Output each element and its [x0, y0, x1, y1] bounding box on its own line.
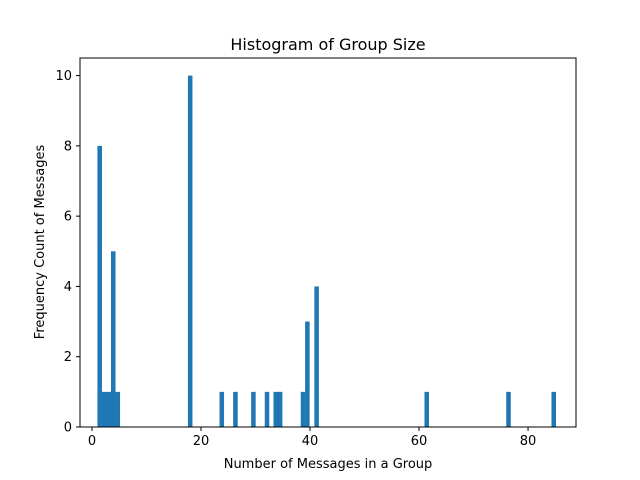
y-tick-label: 10: [55, 69, 72, 84]
x-tick-label: 0: [88, 434, 96, 449]
histogram-bar: [233, 391, 238, 427]
chart-title: Histogram of Group Size: [230, 35, 425, 54]
y-tick-label: 6: [64, 210, 72, 225]
y-axis-label: Frequency Count of Messages: [33, 145, 48, 340]
histogram-bar: [264, 391, 270, 427]
x-axis-ticks: 0 20 40 60 80: [88, 427, 536, 449]
histogram-bar: [251, 391, 256, 427]
histogram-bar: [314, 286, 319, 427]
histogram-bar: [115, 391, 121, 427]
histogram-bar: [101, 391, 107, 427]
histogram-bar: [300, 391, 306, 427]
x-tick-label: 80: [520, 434, 537, 449]
histogram-bar: [551, 391, 556, 427]
histogram-bar: [219, 391, 225, 427]
y-tick-label: 4: [64, 280, 72, 295]
plot-frame: [79, 57, 577, 428]
bars-group: [97, 75, 556, 428]
x-tick-label: 40: [302, 434, 319, 449]
histogram-bar: [424, 391, 429, 427]
histogram-bar: [305, 321, 310, 427]
y-tick-label: 8: [64, 139, 72, 154]
x-tick-label: 20: [193, 434, 210, 449]
x-tick-label: 60: [411, 434, 428, 449]
histogram-bar: [111, 251, 116, 427]
histogram-bar: [187, 75, 193, 427]
histogram-bar: [106, 391, 112, 427]
x-axis-label: Number of Messages in a Group: [224, 457, 433, 472]
y-axis-ticks: 0 2 4 6 8 10: [55, 69, 80, 436]
histogram-bar: [277, 391, 283, 427]
y-tick-label: 0: [64, 421, 72, 436]
histogram-bar: [97, 145, 102, 428]
histogram-bar: [273, 391, 279, 427]
histogram-bar: [506, 391, 511, 427]
y-tick-label: 2: [64, 350, 72, 365]
